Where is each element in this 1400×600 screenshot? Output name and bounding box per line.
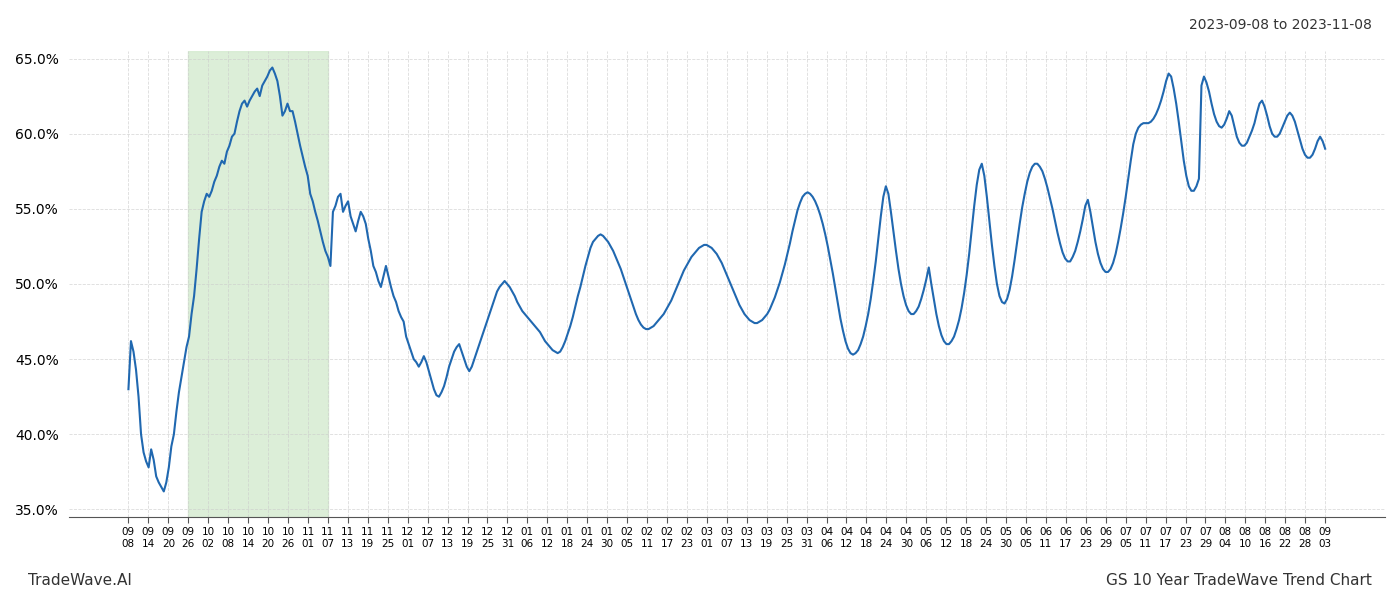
Text: TradeWave.AI: TradeWave.AI bbox=[28, 573, 132, 588]
Text: GS 10 Year TradeWave Trend Chart: GS 10 Year TradeWave Trend Chart bbox=[1106, 573, 1372, 588]
Bar bbox=[188, 51, 328, 517]
Text: 2023-09-08 to 2023-11-08: 2023-09-08 to 2023-11-08 bbox=[1189, 18, 1372, 32]
